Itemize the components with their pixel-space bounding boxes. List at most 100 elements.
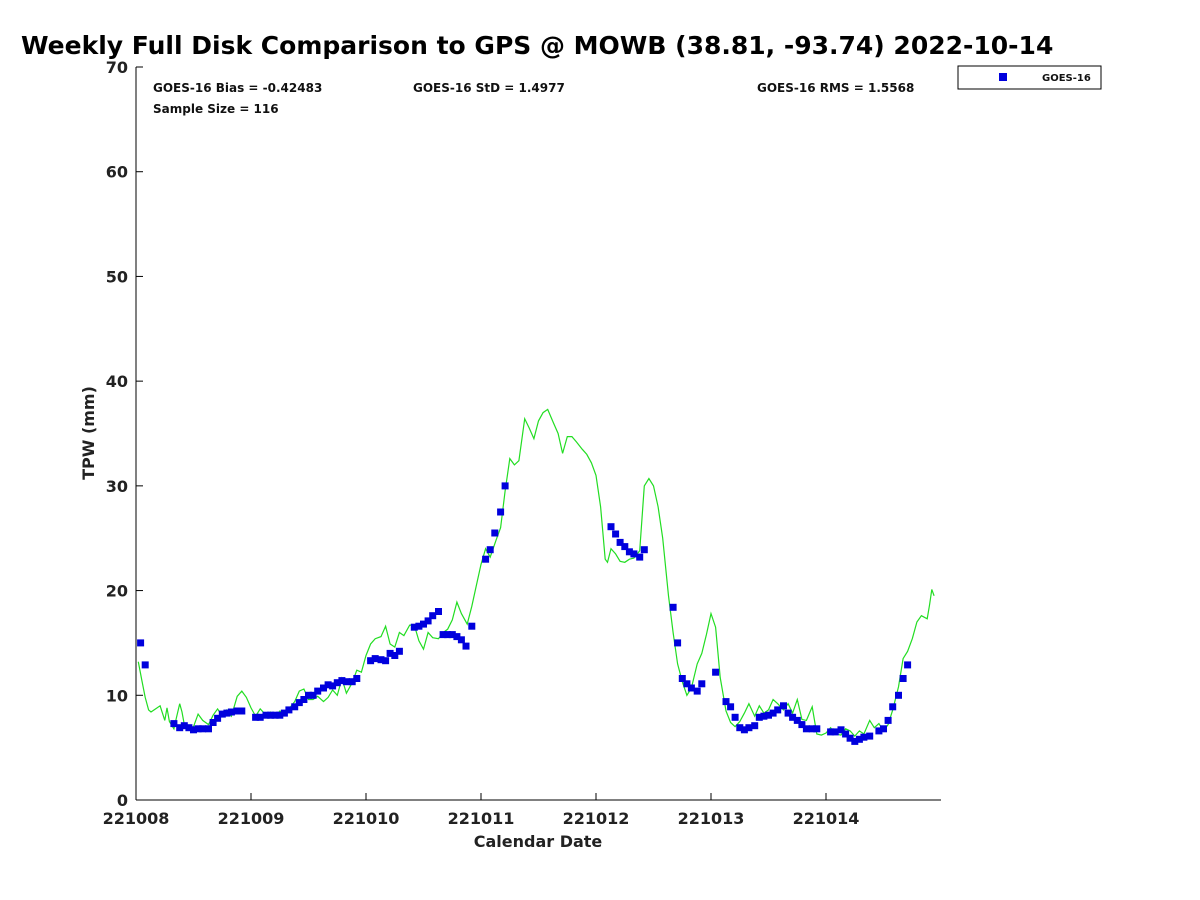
goes16-point (276, 711, 284, 719)
goes16-point (683, 680, 691, 688)
goes16-point (314, 687, 322, 695)
goes16-series-group (137, 482, 912, 745)
goes16-point (300, 696, 308, 703)
legend-label-goes16: GOES-16 (1042, 73, 1091, 84)
goes16-point (884, 716, 892, 724)
goes16-point (391, 652, 399, 659)
goes16-point (625, 548, 633, 556)
goes16-point (831, 728, 839, 736)
goes16-point (765, 711, 772, 719)
goes16-point (233, 707, 241, 715)
goes16-point (827, 728, 835, 736)
stat-bias: GOES-16 Bias = -0.42483 (153, 81, 322, 95)
goes16-point (674, 639, 682, 647)
x-axis-ticks: 221008 221009 221010 221011 221012 221013 2210… (103, 793, 859, 828)
goes16-point (745, 724, 753, 732)
goes16-point (267, 711, 275, 719)
stat-sample-size: Sample Size = 116 (153, 102, 279, 116)
goes16-point (607, 523, 615, 531)
goes16-point (141, 661, 149, 669)
goes16-point (333, 679, 341, 687)
y-tick-label: 60 (106, 163, 128, 182)
stat-std: GOES-16 StD = 1.4977 (413, 81, 565, 95)
goes16-point (227, 708, 235, 716)
goes16-point (382, 657, 390, 665)
goes16-point (329, 682, 337, 690)
y-axis-label: TPW (mm) (79, 386, 98, 480)
goes16-point (860, 733, 868, 741)
goes16-point (453, 633, 461, 641)
goes16-point (462, 642, 470, 650)
goes16-point (280, 709, 288, 717)
goes16-point (305, 691, 312, 699)
goes16-point (170, 720, 178, 728)
goes16-point (722, 698, 730, 706)
goes16-point (367, 657, 375, 665)
goes16-point (214, 714, 222, 722)
goes16-point (194, 725, 202, 733)
legend-marker-goes16 (999, 73, 1007, 81)
goes16-point (895, 691, 902, 699)
goes16-point (813, 725, 821, 733)
goes16-point (687, 684, 695, 692)
y-tick-label: 40 (106, 372, 128, 391)
goes16-point (348, 678, 356, 686)
goes16-point (669, 603, 677, 611)
goes16-point (342, 678, 350, 686)
goes16-point (875, 727, 883, 735)
goes16-point (501, 482, 509, 490)
goes16-point (218, 710, 226, 718)
goes16-point (789, 713, 797, 721)
goes16-point (205, 725, 212, 733)
goes16-point (842, 730, 850, 738)
goes16-point (698, 680, 706, 688)
goes16-point (904, 661, 912, 669)
goes16-point (760, 712, 768, 720)
goes16-point (180, 722, 188, 730)
goes16-point (889, 703, 897, 711)
goes16-point (678, 675, 686, 682)
x-tick-label: 221010 (333, 809, 400, 828)
goes16-point (899, 675, 907, 682)
gps-series-group (137, 408, 935, 738)
goes16-point (731, 713, 739, 721)
goes16-point (712, 668, 720, 676)
goes16-point (751, 722, 759, 730)
goes16-point (309, 691, 317, 699)
goes16-point (621, 543, 629, 551)
goes16-point (439, 631, 447, 639)
goes16-point (612, 530, 620, 538)
goes16-point (444, 631, 452, 639)
goes16-point (851, 737, 859, 745)
goes16-point (238, 707, 246, 715)
goes16-point (866, 732, 874, 740)
y-tick-label: 0 (117, 791, 128, 810)
chart-title: Weekly Full Disk Comparison to GPS @ MOW… (21, 31, 1053, 60)
goes16-point (880, 725, 887, 733)
x-tick-label: 221013 (678, 809, 745, 828)
goes16-point (291, 703, 299, 711)
goes16-point (185, 724, 193, 732)
goes16-point (190, 726, 197, 734)
y-tick-label: 70 (106, 58, 128, 77)
goes16-point (774, 706, 782, 714)
goes16-point (386, 649, 394, 657)
goes16-point (630, 550, 638, 558)
goes16-point (798, 721, 806, 729)
goes16-point (320, 684, 327, 692)
goes16-point (377, 656, 385, 664)
goes16-point (846, 734, 854, 742)
goes16-point (736, 724, 744, 732)
goes16-point (497, 508, 505, 516)
y-tick-label: 20 (106, 582, 128, 601)
goes16-point (486, 546, 494, 554)
goes16-point (784, 709, 792, 717)
goes16-point (802, 725, 810, 733)
x-tick-label: 221008 (103, 809, 170, 828)
goes16-point (410, 623, 418, 631)
legend-box (957, 65, 1102, 90)
goes16-point (755, 713, 763, 721)
goes16-point (395, 647, 403, 655)
legend: GOES-16 (957, 65, 1102, 90)
goes16-point (353, 675, 361, 682)
